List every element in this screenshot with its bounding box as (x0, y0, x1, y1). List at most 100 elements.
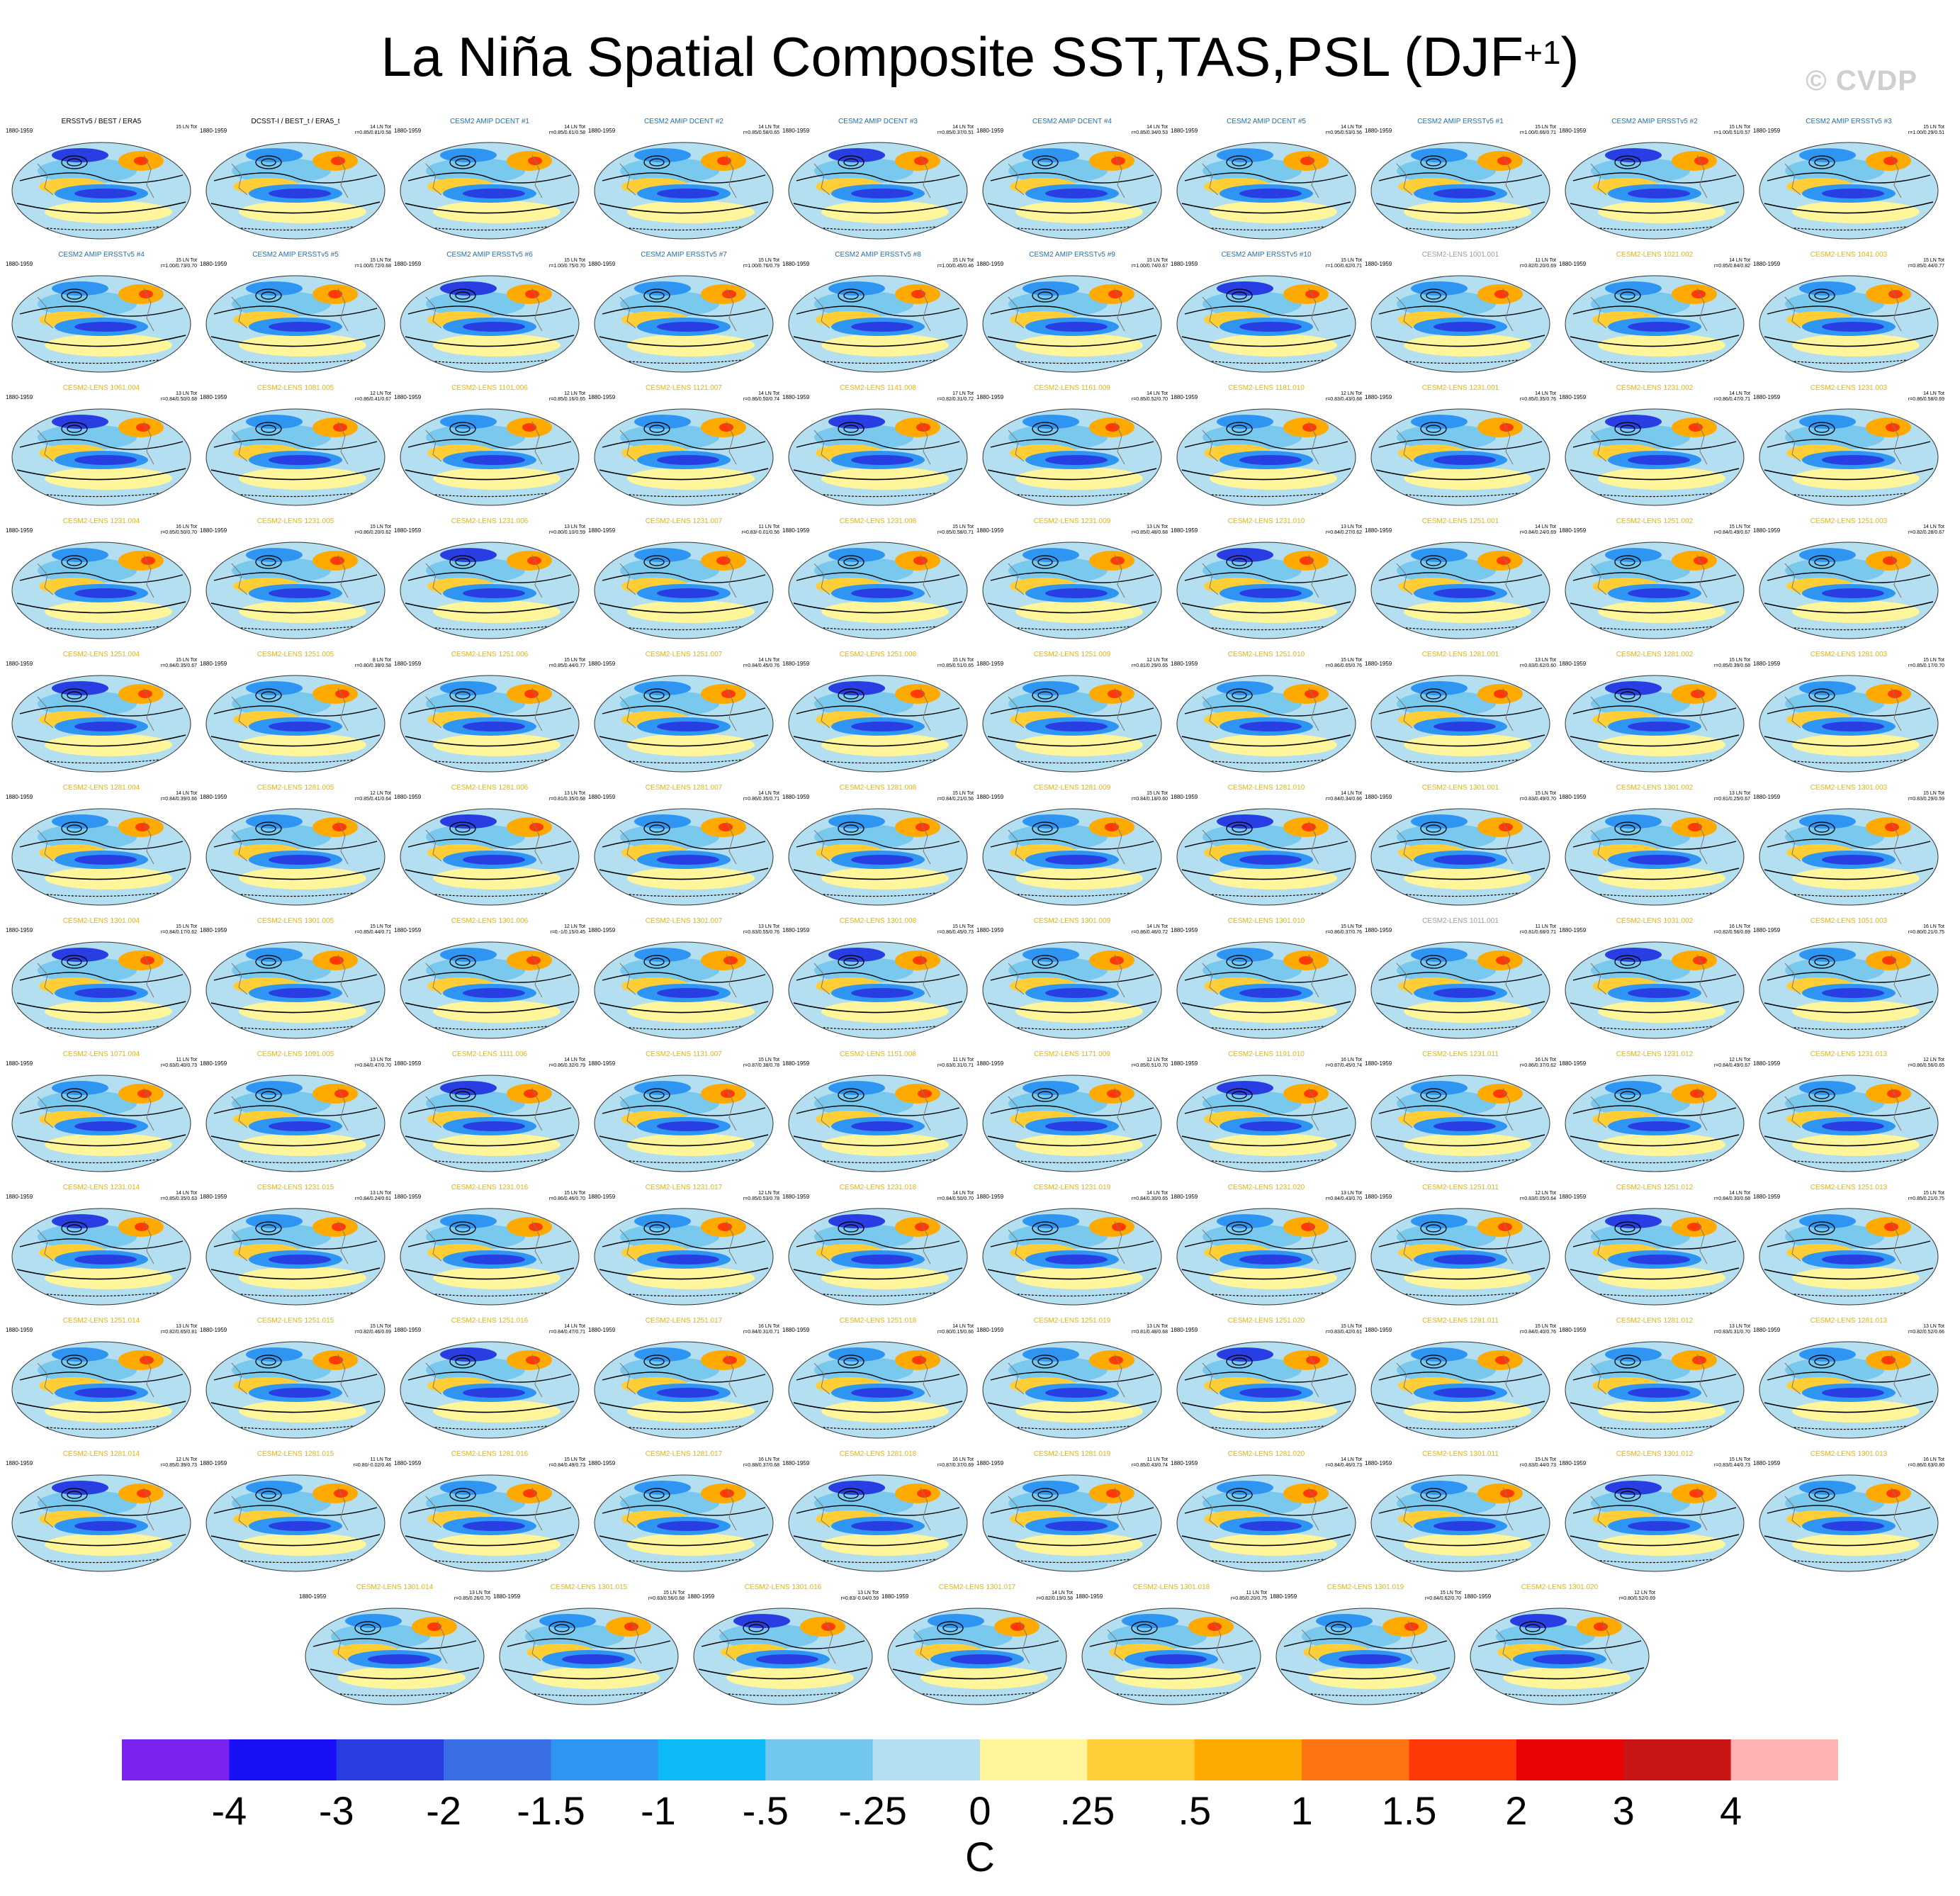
anomaly-patch (1497, 157, 1511, 165)
psl-contour (990, 1238, 1154, 1250)
map-outline (594, 408, 774, 506)
panel-title: CESM2-LENS 1251.018 (839, 1317, 917, 1325)
panel-stats: 14 LN Tot r=0.85/0.37/0.51 (937, 125, 974, 135)
panel-period: 1880-1959 (1753, 261, 1781, 267)
map-outline (400, 1075, 580, 1172)
coastline (425, 563, 442, 595)
psl-contour (1378, 1238, 1543, 1250)
psl-contour (19, 1238, 184, 1250)
panel-stats: 16 LN Tot r=0.86/0.37/0.62 (1519, 1058, 1556, 1068)
anomaly-patch (1112, 1223, 1126, 1231)
map-outline (400, 142, 580, 240)
psl-contour (643, 1488, 670, 1502)
coastline (619, 1096, 636, 1128)
colorbar-ticks: -4 -3 -2 -1.5 -1 -.5 -.25 0.25.5 1 1.5 2 3 4 (0, 1786, 1960, 1843)
globe-map (1759, 808, 1939, 906)
psl-contour (599, 468, 769, 481)
psl-contour (1808, 1488, 1835, 1502)
map-panel: CESM2-LENS 1251.003 1880-1959 14 LN Tot r=… (1752, 517, 1946, 642)
psl-contour (16, 335, 186, 347)
panel-title: CESM2-LENS 1231.014 (62, 1184, 140, 1191)
psl-contour (1426, 291, 1441, 300)
panel-period: 1880-1959 (976, 1060, 1004, 1067)
psl-contour (1184, 838, 1348, 850)
psl-contour (643, 1221, 670, 1235)
colorbar-box (872, 1739, 981, 1780)
anomaly-patch (1628, 588, 1690, 598)
panel-period: 1880-1959 (782, 1460, 810, 1466)
coastline (726, 155, 737, 198)
panel-title: CESM2-LENS 1071.004 (62, 1050, 140, 1058)
coastline (1008, 430, 1025, 462)
panel-stats: 15 LN Tot r=0.84/0.18/0.60 (1131, 791, 1168, 802)
map-outline (1759, 675, 1939, 773)
anomaly-patch (1799, 1481, 1856, 1495)
anomaly-patch (1411, 415, 1468, 429)
psl-contour (602, 172, 766, 184)
coastline (1696, 554, 1708, 598)
psl-contour (455, 1357, 471, 1366)
coastline (920, 155, 931, 198)
anomaly-patch (627, 1267, 755, 1289)
globe-map (1370, 142, 1550, 240)
coastline (1308, 421, 1319, 465)
psl-contour (1614, 955, 1641, 969)
anomaly-patch (1015, 1533, 1143, 1556)
panel-period: 1880-1959 (1464, 1593, 1492, 1600)
psl-contour (599, 1134, 769, 1147)
coastline (1590, 163, 1607, 196)
panel-period: 1880-1959 (493, 1593, 521, 1600)
globe-map (693, 1608, 873, 1705)
map-panel: CESM2 AMIP ERSSTv5 #10 1880-1959 15 LN Tot… (1169, 251, 1363, 376)
globe-map (1176, 275, 1356, 373)
psl-contour (838, 955, 864, 969)
psl-contour (649, 691, 665, 700)
anomaly-patch (1217, 1214, 1273, 1228)
psl-contour (1032, 1088, 1059, 1102)
psl-contour (643, 422, 670, 436)
panel-title: CESM2-LENS 1251.012 (1616, 1184, 1694, 1191)
psl-contour (649, 158, 665, 167)
panel-stats: 15 LN Tot r=0.86/0.46/0.70 (548, 1191, 585, 1201)
map-panel: CESM2-LENS 1301.005 1880-1959 15 LN Tot r=… (198, 917, 393, 1042)
coastline (1502, 821, 1514, 865)
anomaly-patch (1792, 467, 1920, 490)
coastline (531, 155, 543, 198)
panel-title: CESM2-LENS 1251.020 (1227, 1317, 1305, 1325)
psl-contour (255, 155, 282, 169)
psl-contour (649, 1357, 665, 1366)
psl-contour (1184, 572, 1348, 583)
map-panel: CESM2-LENS 1281.018 1880-1959 16 LN Tot r=… (781, 1450, 975, 1575)
anomaly-patch (1605, 1081, 1662, 1095)
anomaly-patch (657, 1388, 719, 1398)
panel-period: 1880-1959 (782, 527, 810, 534)
panel-stats: 11 LN Tot r=0.80/-0.02/0.46 (353, 1457, 391, 1468)
anomaly-patch (657, 855, 719, 865)
anomaly-patch (1628, 1121, 1690, 1131)
panel-title: CESM2 AMIP DCENT #4 (1032, 118, 1112, 125)
psl-contour (698, 1667, 868, 1680)
panel-title: CESM2-LENS 1281.008 (839, 784, 917, 792)
globe-map (594, 675, 774, 773)
psl-contour (16, 1001, 186, 1014)
panel-period: 1880-1959 (1559, 794, 1587, 800)
anomaly-patch (45, 867, 172, 890)
anomaly-patch (828, 1214, 885, 1228)
anomaly-patch (1023, 681, 1079, 695)
map-panel: DCSST-I / BEST_t / ERA5_t 1880-1959 14 LN … (198, 118, 393, 242)
anomaly-patch (1493, 1089, 1507, 1098)
coastline (1502, 1354, 1514, 1398)
map-outline (788, 1075, 968, 1172)
map-outline (400, 408, 580, 506)
anomaly-patch (634, 1214, 691, 1228)
anomaly-patch (1045, 322, 1108, 332)
map-panel: CESM2-LENS 1231.015 1880-1959 13 LN Tot r=… (198, 1184, 393, 1308)
coastline (337, 1087, 349, 1131)
anomaly-patch (1434, 455, 1496, 465)
psl-contour (1032, 955, 1059, 969)
psl-contour (1570, 468, 1740, 481)
panel-period: 1880-1959 (6, 261, 33, 267)
anomaly-patch (913, 556, 928, 565)
panel-period: 1880-1959 (200, 1460, 227, 1466)
psl-contour (987, 1267, 1157, 1280)
